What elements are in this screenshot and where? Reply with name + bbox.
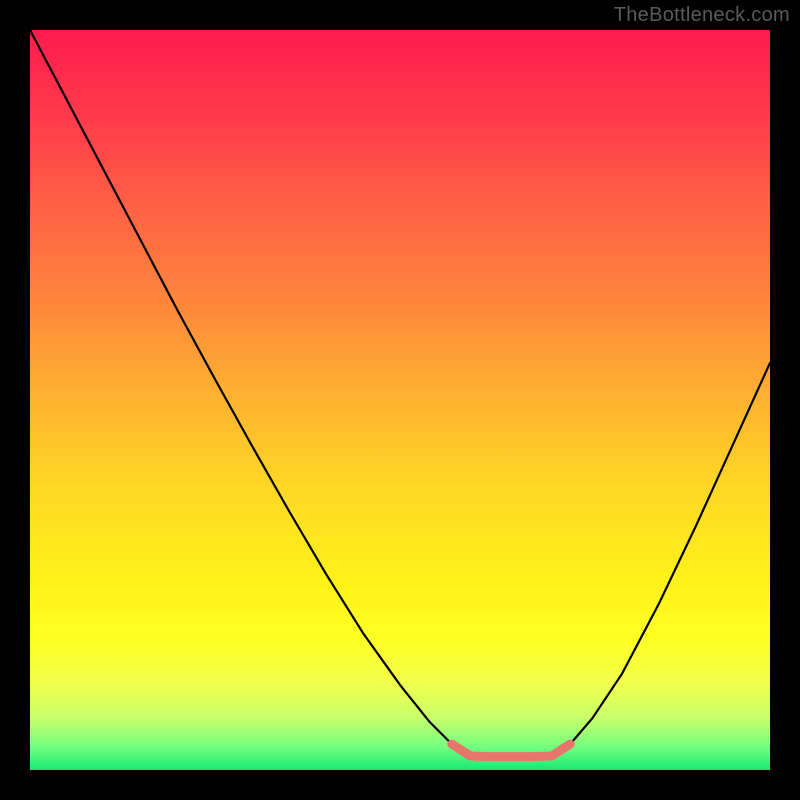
chart-background [30, 30, 770, 770]
watermark-text: TheBottleneck.com [614, 4, 790, 27]
bottleneck-chart [30, 30, 770, 770]
chart-svg [30, 30, 770, 770]
